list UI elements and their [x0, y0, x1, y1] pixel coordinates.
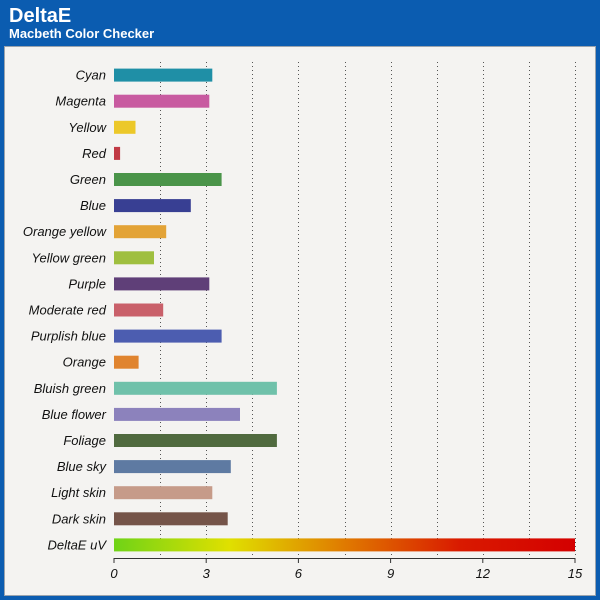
bar-orange-yellow — [114, 225, 167, 239]
bar-bluish-green — [114, 381, 277, 395]
category-label: Yellow green — [32, 250, 106, 265]
category-label: Orange yellow — [23, 224, 108, 239]
x-tick-label: 6 — [295, 566, 303, 581]
bar-orange — [114, 355, 139, 369]
plot-frame — [4, 46, 596, 596]
bar-red — [114, 146, 121, 160]
bar-cyan — [114, 68, 213, 82]
bar-dark-skin — [114, 512, 228, 526]
category-label: Purple — [68, 276, 106, 291]
bar-deltae-uv — [114, 538, 575, 552]
x-tick-label: 12 — [476, 566, 491, 581]
category-label: Red — [82, 146, 107, 161]
category-label: Foliage — [63, 433, 106, 448]
category-label: Yellow — [68, 120, 107, 135]
x-tick-label: 15 — [568, 566, 583, 581]
bar-purple — [114, 277, 210, 291]
category-label: Green — [70, 172, 106, 187]
x-tick-label: 3 — [203, 566, 211, 581]
category-label: Light skin — [51, 485, 106, 500]
category-label: Moderate red — [29, 303, 107, 318]
chart-header: DeltaE Macbeth Color Checker — [0, 0, 600, 46]
category-label: Blue flower — [42, 407, 107, 422]
bar-light-skin — [114, 486, 213, 500]
chart-panel: Cyan Magenta Yellow Red Green Blue Orange yell… — [4, 46, 596, 596]
bar-blue — [114, 199, 191, 213]
category-label: Orange — [63, 355, 106, 370]
category-label: Blue — [80, 198, 106, 213]
chart-subtitle: Macbeth Color Checker — [9, 26, 155, 41]
bar-yellow — [114, 120, 136, 134]
bar-yellow-green — [114, 251, 154, 265]
category-label: Purplish blue — [31, 329, 106, 344]
category-label: Blue sky — [57, 459, 108, 474]
bar-magenta — [114, 94, 210, 108]
category-label: Bluish green — [34, 381, 106, 396]
bar-blue-flower — [114, 407, 240, 421]
bar-green — [114, 173, 222, 186]
x-tick-label: 0 — [110, 566, 118, 581]
bar-blue-sky — [114, 460, 231, 474]
x-tick-label: 9 — [387, 566, 394, 581]
category-label: Magenta — [55, 94, 106, 109]
bar-chart: Cyan Magenta Yellow Red Green Blue Orange yell… — [4, 46, 596, 596]
bar-foliage — [114, 434, 277, 447]
category-label: Cyan — [76, 68, 106, 83]
chart-title: DeltaE — [9, 5, 72, 27]
category-label: DeltaE uV — [47, 537, 107, 552]
bar-moderate-red — [114, 303, 164, 317]
bar-purplish-blue — [114, 329, 222, 343]
category-label: Dark skin — [52, 511, 106, 526]
